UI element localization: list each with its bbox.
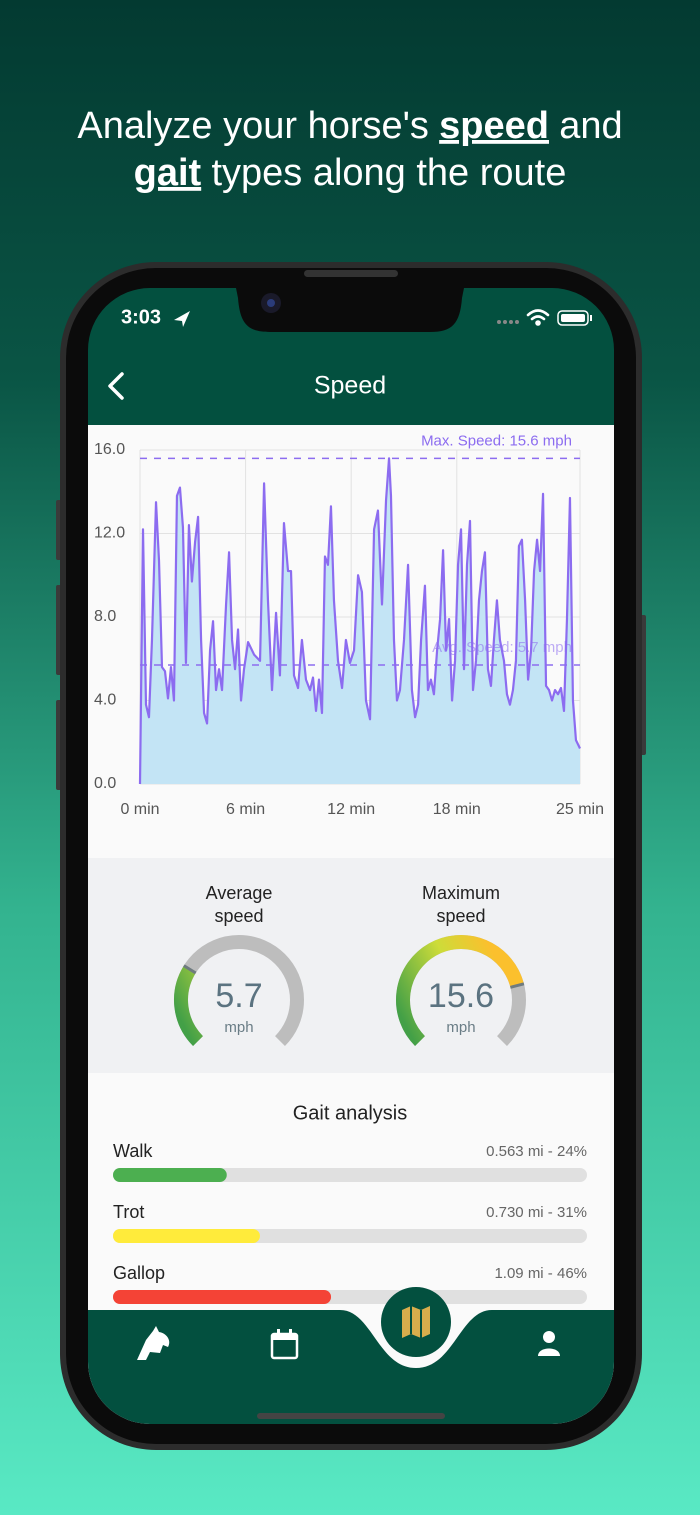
battery-tip	[590, 315, 592, 321]
gait-value-label: 0.563 mi - 24%	[486, 1143, 587, 1160]
stats-panel	[88, 858, 614, 1073]
headline-text: Analyze your horse's	[77, 105, 429, 147]
camera-lens	[267, 299, 275, 307]
page-title: Speed	[314, 372, 386, 400]
gait-bar	[113, 1290, 332, 1304]
x-tick-label: 18 min	[433, 801, 481, 818]
signal-icon	[497, 320, 519, 324]
headline: Analyze your horse's speed and gait types al…	[77, 105, 622, 194]
map-folds	[410, 1306, 422, 1338]
nav-profile[interactable]	[538, 1331, 560, 1356]
gauge-title: Average speed	[205, 883, 273, 926]
gauge-value-text: 5.7	[215, 977, 262, 1015]
y-tick-label: 12.0	[94, 525, 125, 542]
y-tick-label: 16.0	[94, 441, 125, 458]
gauge-marker	[510, 982, 525, 989]
gait-value-label: 1.09 mi - 46%	[494, 1265, 587, 1282]
nav-horse[interactable]	[137, 1326, 170, 1360]
headline-text: and	[559, 105, 622, 147]
reference-label: Avg. Speed: 5.7 mph	[432, 639, 572, 656]
status-time: 3:03	[121, 306, 161, 328]
x-tick-label: 12 min	[327, 801, 375, 818]
gauge-unit: mph	[446, 1019, 475, 1036]
speed-chart: 0.0 4.0 8.0 12.0 16.0 0 min 6 min 12 min 18 min 2…	[94, 432, 604, 818]
gait-value-label: 0.730 mi - 31%	[486, 1204, 587, 1221]
headline-emphasis: gait	[134, 152, 202, 194]
x-tick-label: 6 min	[226, 801, 265, 818]
gauge-title: Maximum speed	[421, 883, 500, 926]
map-icon	[402, 1306, 430, 1338]
gait-track	[113, 1168, 587, 1182]
home-indicator	[257, 1413, 445, 1419]
gait-bar	[113, 1229, 260, 1243]
gauge-value	[396, 935, 524, 1046]
speed-gauges: 5.7 mph Average speed 15.6 mph Maximum speed	[174, 883, 526, 1046]
headline-emphasis: speed	[439, 105, 549, 147]
gait-name: Walk	[113, 1141, 153, 1161]
speaker	[304, 270, 398, 277]
y-tick-label: 0.0	[94, 775, 116, 792]
speed-line	[138, 457, 581, 785]
x-tick-label: 25 min	[556, 801, 604, 818]
battery-icon	[557, 310, 589, 326]
gait-title: Gait analysis	[293, 1102, 408, 1124]
gait-analysis: Gait analysis Walk 0.563 mi - 24% Trot 0.730…	[113, 1102, 587, 1304]
gait-bar	[113, 1168, 227, 1182]
notch	[236, 288, 464, 332]
gauge-marker	[183, 964, 197, 975]
back-button[interactable]	[108, 372, 124, 400]
headline-text: types along the route	[211, 152, 566, 194]
gauge-unit: mph	[224, 1019, 253, 1036]
screen: 3:03 Speed 0.0 4.0 8.0 12.0 16.0 0 min 6 min 12…	[88, 288, 614, 1424]
gait-name: Gallop	[113, 1263, 165, 1283]
gauge-title-box: Average speed	[205, 883, 273, 926]
gauge-value-text: 15.6	[428, 977, 494, 1015]
x-tick-label: 0 min	[120, 801, 159, 818]
y-tick-label: 4.0	[94, 692, 116, 709]
reference-label: Max. Speed: 15.6 mph	[421, 432, 572, 449]
gauge-value	[174, 965, 204, 1046]
nav-calendar[interactable]	[270, 1329, 299, 1360]
location-icon	[174, 311, 190, 327]
wifi-icon	[526, 309, 550, 326]
y-tick-label: 8.0	[94, 608, 116, 625]
bottom-nav	[88, 1310, 614, 1424]
gauge-title-box: Maximum speed	[421, 883, 500, 926]
battery-level	[561, 314, 585, 322]
gait-name: Trot	[113, 1202, 144, 1222]
